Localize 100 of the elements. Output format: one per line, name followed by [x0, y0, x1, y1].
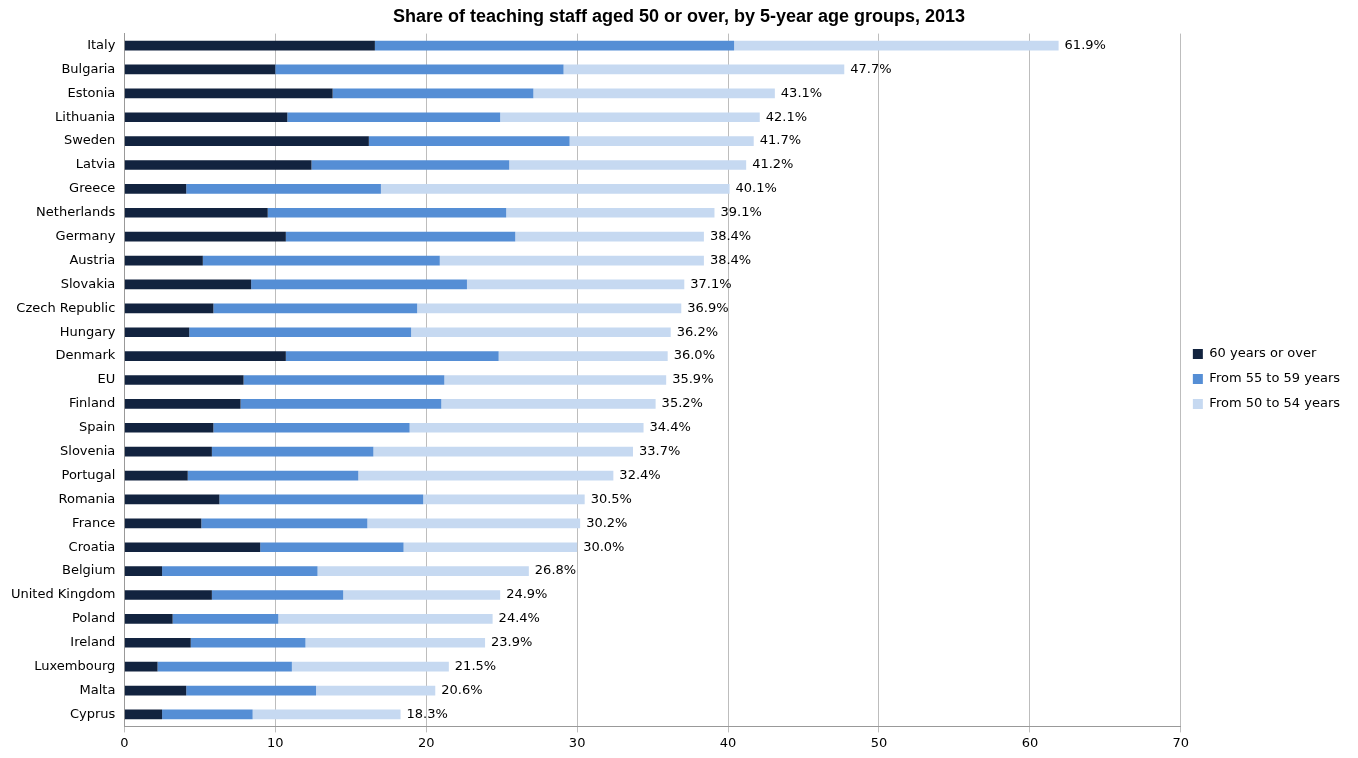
total-label: 26.8%: [534, 562, 577, 578]
bar: [124, 184, 187, 194]
bar: [466, 279, 685, 290]
y-tick-label: Luxembourg: [34, 658, 116, 674]
bar: [124, 470, 188, 481]
y-tick-label: Sweden: [63, 132, 116, 148]
bar: [291, 661, 449, 672]
bar: [252, 709, 401, 720]
bar: [219, 494, 424, 505]
bar: [124, 327, 190, 338]
bar: [157, 661, 292, 672]
bar: [275, 64, 564, 75]
bar: [441, 399, 656, 409]
bar: [563, 64, 845, 75]
bar: [417, 303, 682, 314]
bar: [124, 614, 173, 624]
bar: [124, 207, 268, 218]
total-label: 39.1%: [720, 204, 762, 220]
y-tick-label: Lithuania: [55, 108, 116, 124]
bar: [124, 231, 286, 242]
bar: [285, 231, 516, 242]
bar: [498, 351, 668, 361]
total-label: 41.2%: [752, 156, 794, 172]
total-label: 42.1%: [765, 108, 808, 124]
y-tick-label: Portugal: [61, 466, 116, 482]
y-tick-label: Latvia: [75, 156, 116, 172]
bar: [500, 112, 760, 123]
bar: [506, 207, 715, 218]
bar: [189, 327, 412, 338]
total-label: 34.4%: [649, 419, 691, 435]
bar: [343, 590, 501, 600]
bar: [172, 614, 279, 624]
x-tick-label: 20: [417, 734, 435, 750]
total-label: 38.4%: [709, 228, 752, 244]
total-label: 30.2%: [586, 514, 628, 530]
x-tick-label: 40: [719, 734, 737, 750]
bar: [403, 542, 578, 553]
bar: [186, 685, 317, 696]
y-tick-label: Czech Republic: [16, 299, 116, 315]
x-tick-label: 0: [120, 734, 129, 750]
bar: [368, 136, 570, 146]
y-tick-label: Denmark: [55, 347, 116, 363]
bar: [124, 64, 276, 75]
y-tick-label: Malta: [79, 681, 116, 697]
bar: [367, 518, 581, 529]
total-label: 38.4%: [709, 251, 752, 267]
y-tick-label: Germany: [55, 228, 116, 244]
y-tick-label: Hungary: [59, 323, 116, 339]
bar: [162, 566, 318, 576]
bar: [124, 685, 187, 696]
x-tick-label: 10: [267, 734, 284, 750]
y-tick-label: Romania: [58, 490, 116, 506]
bar: [213, 303, 418, 314]
bar: [358, 470, 614, 481]
y-tick-label: Slovenia: [60, 443, 116, 459]
total-label: 24.4%: [498, 610, 540, 626]
y-tick-label: Greece: [69, 180, 116, 196]
total-label: 36.2%: [676, 323, 719, 339]
bar: [124, 422, 214, 433]
total-label: 23.9%: [491, 634, 533, 650]
y-tick-label: Poland: [71, 610, 116, 626]
total-label: 41.7%: [759, 132, 802, 148]
total-label: 61.9%: [1064, 36, 1106, 52]
bar: [124, 351, 286, 361]
total-label: 36.0%: [673, 347, 715, 363]
bar: [374, 40, 735, 51]
bar: [124, 303, 214, 314]
bar: [305, 637, 486, 648]
bar: [124, 136, 369, 146]
bar: [311, 160, 510, 170]
y-tick-label: Bulgaria: [61, 60, 116, 76]
total-label: 24.9%: [506, 586, 548, 602]
total-label: 47.7%: [850, 60, 892, 76]
bar: [411, 327, 671, 338]
bar: [287, 112, 501, 123]
bar: [124, 112, 288, 123]
bar: [124, 446, 212, 457]
total-label: 36.9%: [687, 299, 729, 315]
total-label: 40.1%: [735, 180, 777, 196]
bar: [124, 542, 261, 553]
x-tick-label: 50: [870, 734, 888, 750]
legend-label: 60 years or over: [1209, 345, 1318, 361]
bar: [124, 566, 163, 576]
bar: [734, 40, 1059, 51]
y-tick-label: Estonia: [67, 84, 116, 100]
x-tick-label: 70: [1172, 734, 1190, 750]
bar: [162, 709, 253, 720]
bar: [515, 231, 704, 242]
bar: [124, 590, 212, 600]
bar: [124, 160, 312, 170]
y-tick-label: Austria: [69, 251, 116, 267]
bar: [124, 494, 220, 505]
chart-title: Share of teaching staff aged 50 or over, by 5-year age groups, 2013: [392, 5, 966, 26]
y-tick-label: Croatia: [68, 538, 116, 554]
y-tick-label: France: [72, 514, 116, 530]
bar: [124, 518, 202, 529]
bar: [380, 184, 730, 194]
total-label: 32.4%: [619, 466, 661, 482]
bar: [202, 255, 440, 266]
bar: [317, 566, 529, 576]
